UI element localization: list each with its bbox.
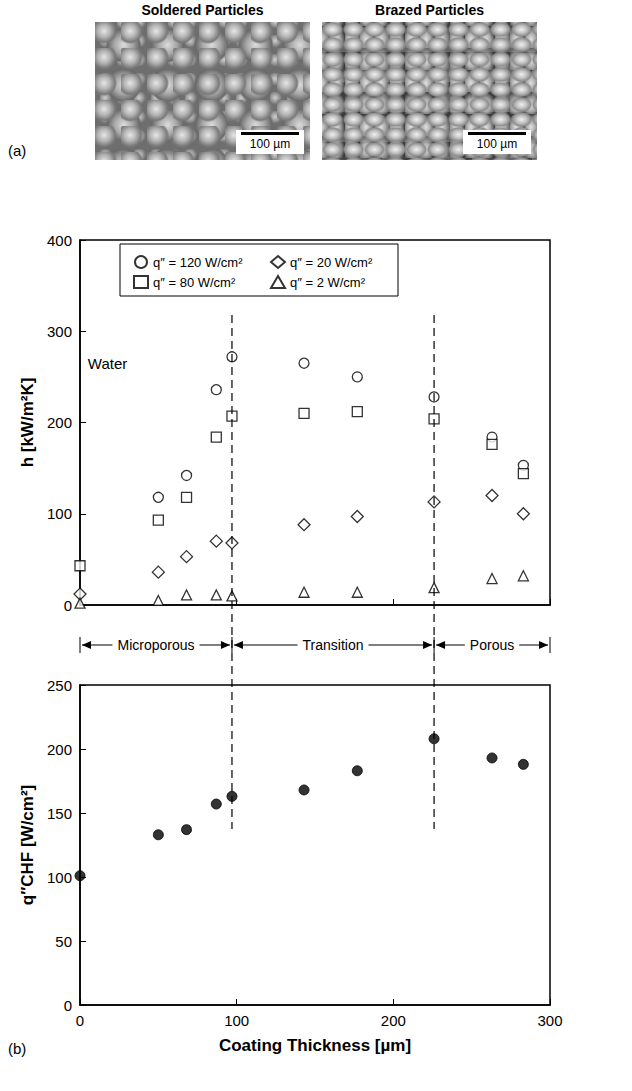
svg-text:200: 200: [381, 1012, 406, 1029]
svg-text:300: 300: [537, 1012, 562, 1029]
svg-text:q″ = 20 W/cm²: q″ = 20 W/cm²: [290, 255, 373, 270]
html-text:100 µm: 100 µm: [476, 137, 518, 151]
svg-text:q″ = 2 W/cm²: q″ = 2 W/cm²: [290, 275, 366, 290]
html-text:Brazed Particles: Brazed Particles: [375, 2, 484, 18]
svg-text:50: 50: [55, 933, 72, 950]
svg-text:200: 200: [47, 741, 72, 758]
svg-text:Porous: Porous: [470, 637, 514, 653]
svg-text:100: 100: [224, 1012, 249, 1029]
svg-text:q″CHF [W/cm²]: q″CHF [W/cm²]: [18, 785, 37, 906]
svg-text:0: 0: [64, 997, 72, 1014]
html-text:100 µm: 100 µm: [249, 137, 291, 151]
svg-text:0: 0: [64, 597, 72, 614]
svg-text:q″ = 120 W/cm²: q″ = 120 W/cm²: [153, 255, 243, 270]
html-text:(b): (b): [8, 1040, 27, 1057]
svg-text:100: 100: [47, 869, 72, 886]
svg-text:150: 150: [47, 805, 72, 822]
svg-text:400: 400: [47, 232, 72, 249]
svg-text:q″ = 80 W/cm²: q″ = 80 W/cm²: [153, 275, 236, 290]
svg-text:300: 300: [47, 323, 72, 340]
svg-text:100: 100: [47, 505, 72, 522]
svg-text:Coating Thickness [µm]: Coating Thickness [µm]: [219, 1036, 411, 1055]
svg-text:Transition: Transition: [303, 637, 364, 653]
svg-text:250: 250: [47, 677, 72, 694]
svg-text:Water: Water: [88, 355, 127, 372]
svg-text:200: 200: [47, 414, 72, 431]
html-text:Soldered Particles: Soldered Particles: [141, 2, 264, 18]
svg-text:h [kW/m²K]: h [kW/m²K]: [18, 378, 37, 468]
svg-text:Microporous: Microporous: [117, 637, 194, 653]
html-text:(a): (a): [8, 142, 27, 159]
svg-text:0: 0: [76, 1012, 84, 1029]
